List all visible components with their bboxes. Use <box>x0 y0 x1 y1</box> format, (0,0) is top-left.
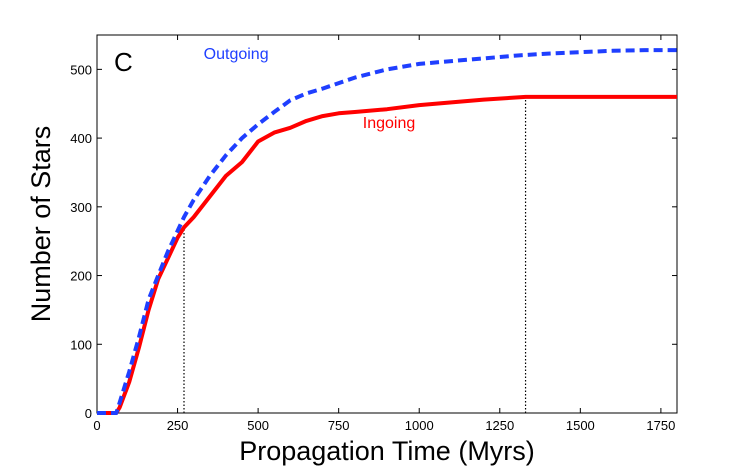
series-line-ingoing <box>97 94 677 415</box>
legend-ingoing-label: Ingoing <box>363 115 416 132</box>
x-tick-label: 250 <box>167 418 189 433</box>
y-tick-label: 200 <box>70 269 92 284</box>
plot-area-border <box>96 34 678 414</box>
y-tick-label: 400 <box>70 131 92 146</box>
series-line-outgoing <box>97 48 677 415</box>
y-tick-label: 100 <box>70 337 92 352</box>
legend-outgoing-label: Outgoing <box>204 46 269 63</box>
x-tick-label: 500 <box>247 418 269 433</box>
axis-ticks: 0 250 500 750 1000 1250 1500 1750 0 100 200 300 400 5… <box>70 35 677 433</box>
x-tick-label: 1000 <box>405 418 434 433</box>
series-lines <box>97 48 677 415</box>
y-tick-label: 0 <box>85 406 92 421</box>
y-tick-label: 300 <box>70 200 92 215</box>
x-tick-label: 1250 <box>485 418 514 433</box>
plot-frame <box>96 34 678 414</box>
reference-lines <box>183 96 527 413</box>
y-axis-label: Number of Stars <box>26 126 56 323</box>
y-tick-label: 500 <box>70 62 92 77</box>
x-tick-label: 1750 <box>646 418 675 433</box>
panel-letter: C <box>114 47 133 77</box>
x-axis-label: Propagation Time (Myrs) <box>239 436 535 466</box>
x-tick-label: 750 <box>328 418 350 433</box>
x-tick-label: 1500 <box>566 418 595 433</box>
x-tick-label: 0 <box>93 418 100 433</box>
